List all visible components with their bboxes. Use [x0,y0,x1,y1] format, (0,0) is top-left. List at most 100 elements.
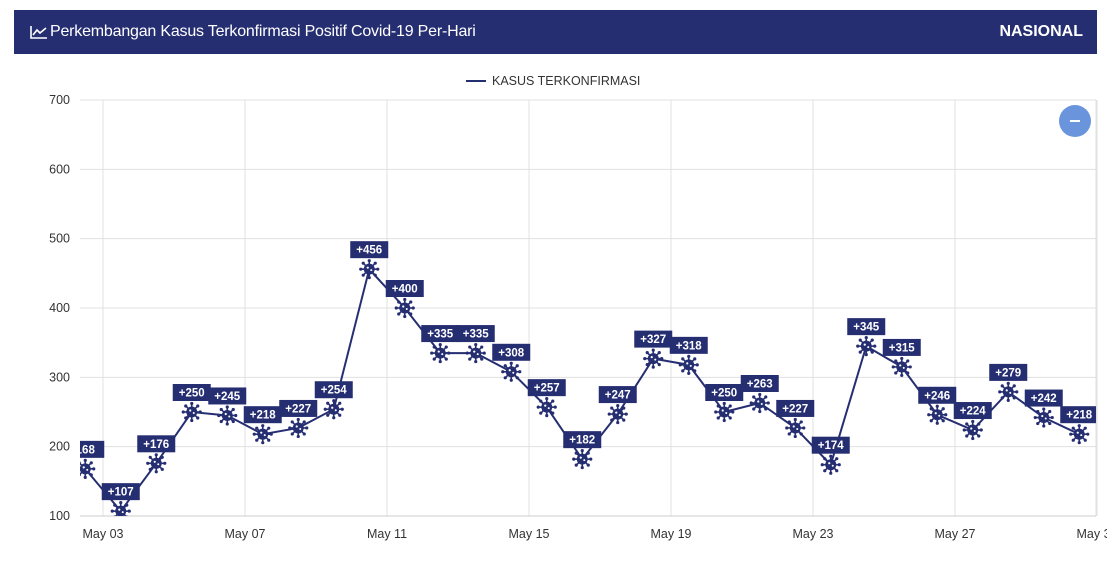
data-label-text: +218 [1066,410,1093,422]
data-label: +245 [208,387,247,405]
data-label-bg [101,483,140,501]
data-label-text: +245 [214,391,241,403]
data-label-bg [953,402,992,420]
data-label: +227 [279,399,318,417]
data-label-bg [208,387,247,405]
x-tick-label: May 23 [793,527,834,541]
data-label-bg [492,343,531,361]
data-label-bg [1060,406,1096,424]
data-label-bg [776,399,815,417]
data-label: +308 [492,343,531,361]
data-label: +247 [598,386,637,404]
data-label-text: +174 [818,440,845,452]
virus-marker-icon [394,297,415,319]
virus-marker-icon [785,417,806,439]
virus-marker-icon [998,381,1019,402]
data-label-bg [456,325,495,343]
virus-marker-icon [181,401,202,423]
data-label-text: +227 [285,403,311,415]
data-label-text: +263 [747,378,773,390]
chart-header: Perkembangan Kasus Terkonfirmasi Positif… [14,10,1097,54]
virus-marker-icon [110,501,131,516]
line-chart-icon [30,26,47,39]
y-tick-label: 100 [49,509,70,523]
data-label: 168 [80,440,105,458]
data-label-text: +250 [711,388,737,400]
data-label: +327 [634,330,673,348]
virus-marker-icon [252,424,273,445]
reset-zoom-button[interactable] [1059,105,1091,137]
virus-marker-icon [323,399,344,420]
virus-marker-icon [1069,424,1090,445]
virus-marker-icon [288,417,309,439]
virus-marker-icon [1033,407,1054,428]
data-label-text: +257 [534,383,560,395]
x-tick-label: May 07 [225,527,266,541]
data-label: +335 [456,325,495,343]
data-label-bg [314,381,353,399]
data-label: +250 [705,384,744,401]
data-label-text: +335 [463,329,490,341]
data-label: +456 [350,241,389,259]
data-label: +257 [527,379,566,397]
data-label: +279 [989,363,1028,381]
virus-marker-icon [820,454,841,475]
data-label: +250 [172,384,211,401]
data-label-text: +400 [392,284,418,296]
virus-marker-icon [927,404,948,425]
data-label-text: +318 [676,340,703,352]
data-label: +345 [847,318,886,336]
data-label: +224 [953,402,992,420]
chart-legend[interactable]: KASUS TERKONFIRMASI [466,74,640,88]
x-tick-label: May 15 [509,527,550,541]
data-label-bg [243,406,282,424]
data-label-bg [172,384,211,401]
data-label: +218 [1060,406,1096,424]
virus-marker-icon [714,401,735,423]
y-tick-label: 200 [49,440,70,454]
data-label-text: +176 [143,439,169,451]
data-label-text: +456 [356,245,382,257]
data-label: +174 [811,436,850,454]
data-label-bg [989,363,1028,381]
legend-label: KASUS TERKONFIRMASI [492,74,641,88]
virus-marker-icon [146,453,167,474]
data-label-bg [705,384,744,401]
data-label-text: +247 [605,390,631,402]
data-label: +107 [101,483,140,501]
virus-marker-icon [217,405,238,426]
data-label-bg [882,338,921,356]
data-label: +182 [563,431,602,449]
y-tick-label: 400 [49,301,70,315]
series-group: 168 +107 +176 +250 +245 +218 +227 +254 +456 +400 +… [80,241,1096,516]
scope-label: NASIONAL [999,23,1083,40]
data-label: +218 [243,406,282,424]
virus-marker-icon [607,403,628,425]
data-label-text: +254 [321,385,348,397]
data-label-bg [350,241,389,259]
data-label-text: +227 [782,403,808,415]
data-label: +335 [421,325,460,343]
virus-marker-icon [359,259,380,280]
data-label-text: +182 [569,435,595,447]
y-tick-label: 700 [49,93,70,107]
virus-marker-icon [678,354,699,375]
data-label: +400 [385,280,424,297]
data-label-text: +279 [995,367,1021,379]
data-label-text: +218 [250,410,277,422]
virus-marker-icon [749,392,770,414]
virus-marker-icon [501,361,522,382]
virus-marker-icon [572,449,593,470]
data-label: +318 [669,336,708,354]
virus-marker-icon [856,336,877,357]
data-label-bg [80,440,105,458]
data-label-bg [811,436,850,454]
data-label: +242 [1024,389,1063,407]
data-label: +254 [314,381,353,399]
y-tick-label: 300 [49,370,70,384]
virus-marker-icon [465,342,486,364]
header-title-wrap: Perkembangan Kasus Terkonfirmasi Positif… [30,23,476,41]
chart-title: Perkembangan Kasus Terkonfirmasi Positif… [50,23,476,40]
data-label-bg [279,399,318,417]
data-label: +246 [918,386,957,404]
